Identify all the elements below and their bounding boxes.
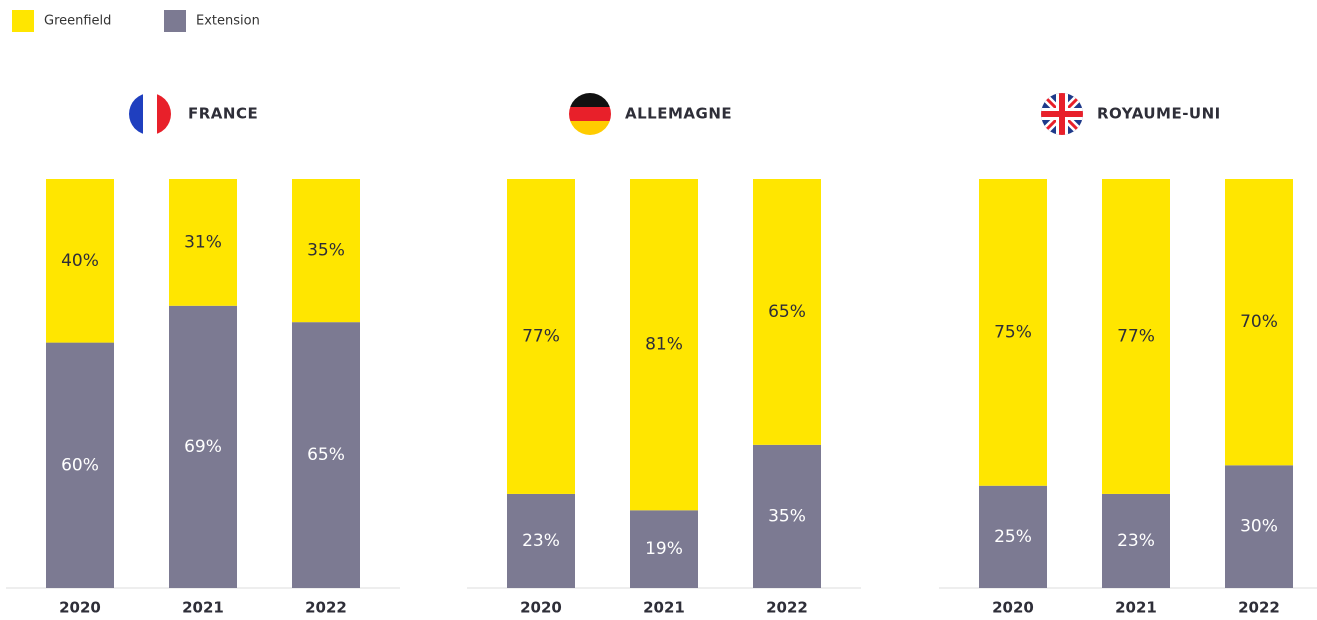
legend-swatch bbox=[164, 10, 186, 32]
value-label: 25% bbox=[994, 527, 1032, 547]
flag-germany bbox=[569, 93, 611, 135]
bar-segment bbox=[46, 342, 114, 588]
x-tick-label: 2020 bbox=[992, 599, 1034, 617]
bar-segment bbox=[630, 179, 698, 511]
chart-title: ALLEMAGNE bbox=[625, 105, 732, 123]
value-label: 35% bbox=[307, 241, 345, 261]
bar-segment bbox=[1102, 179, 1170, 494]
bar-segment bbox=[1102, 493, 1170, 588]
x-tick-label: 2022 bbox=[1238, 599, 1280, 617]
x-tick-label: 2022 bbox=[305, 599, 347, 617]
chart-title: FRANCE bbox=[188, 105, 258, 123]
bar-segment bbox=[1225, 179, 1293, 466]
value-label: 19% bbox=[645, 539, 683, 559]
bar-segment bbox=[507, 179, 575, 494]
value-label: 30% bbox=[1240, 517, 1278, 537]
flag-uk bbox=[1041, 93, 1083, 135]
bar-segment bbox=[169, 179, 237, 306]
value-label: 65% bbox=[768, 302, 806, 322]
bar-segment bbox=[507, 493, 575, 588]
value-label: 23% bbox=[1117, 531, 1155, 551]
value-label: 35% bbox=[768, 506, 806, 526]
x-tick-label: 2021 bbox=[643, 599, 685, 617]
value-label: 65% bbox=[307, 445, 345, 465]
value-label: 69% bbox=[184, 437, 222, 457]
value-label: 40% bbox=[61, 251, 99, 271]
value-label: 60% bbox=[61, 455, 99, 475]
bar-segment bbox=[292, 322, 360, 588]
x-tick-label: 2022 bbox=[766, 599, 808, 617]
value-label: 70% bbox=[1240, 312, 1278, 332]
bar-segment bbox=[1225, 465, 1293, 588]
bar-segment bbox=[979, 179, 1047, 486]
value-label: 81% bbox=[645, 335, 683, 355]
bar-segment bbox=[169, 305, 237, 588]
bar-segment bbox=[979, 485, 1047, 588]
bar-segment bbox=[753, 444, 821, 588]
x-tick-label: 2020 bbox=[59, 599, 101, 617]
bar-segment bbox=[46, 179, 114, 343]
value-label: 31% bbox=[184, 232, 222, 252]
value-label: 75% bbox=[994, 322, 1032, 342]
value-label: 77% bbox=[1117, 326, 1155, 346]
legend-swatch bbox=[12, 10, 34, 32]
value-label: 23% bbox=[522, 531, 560, 551]
chart-title: ROYAUME-UNI bbox=[1097, 105, 1221, 123]
value-label: 77% bbox=[522, 326, 560, 346]
bar-segment bbox=[292, 179, 360, 323]
legend-label: Extension bbox=[196, 14, 260, 29]
x-tick-label: 2020 bbox=[520, 599, 562, 617]
bar-segment bbox=[630, 510, 698, 588]
x-tick-label: 2021 bbox=[182, 599, 224, 617]
legend-label: Greenfield bbox=[44, 14, 111, 29]
flag-france bbox=[129, 93, 171, 135]
bar-segment bbox=[753, 179, 821, 445]
x-tick-label: 2021 bbox=[1115, 599, 1157, 617]
